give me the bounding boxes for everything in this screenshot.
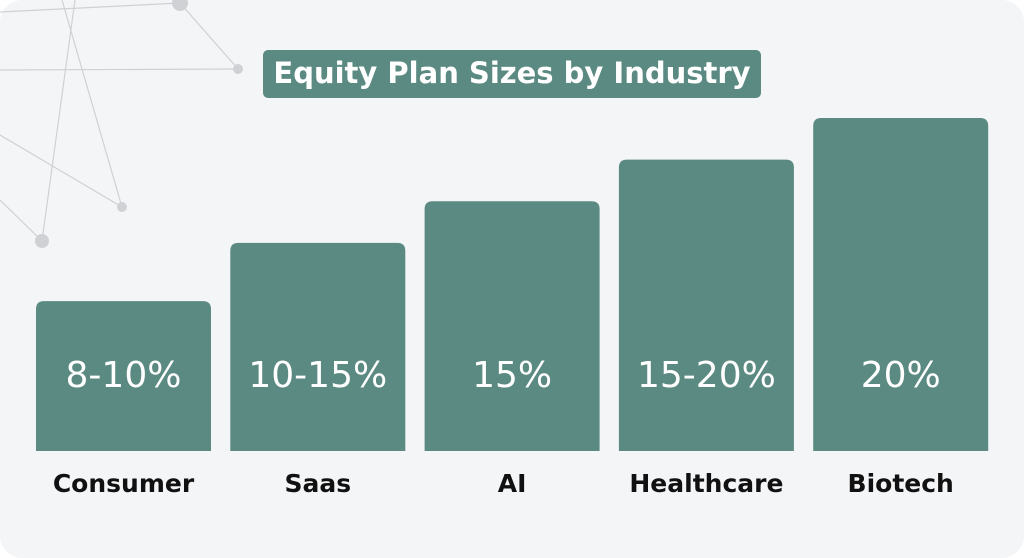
chart-title: Equity Plan Sizes by Industry	[273, 56, 750, 90]
value-label: 15%	[472, 355, 552, 396]
category-label: Healthcare	[629, 469, 783, 498]
title-box	[263, 50, 761, 98]
decoration	[0, 0, 243, 248]
bar	[230, 242, 406, 451]
bar	[813, 118, 989, 451]
value-label: 15-20%	[637, 355, 776, 396]
category-label: Consumer	[53, 469, 195, 498]
bar	[36, 301, 211, 451]
value-label: 8-10%	[66, 355, 182, 396]
bar	[618, 159, 794, 451]
category-label: Biotech	[848, 469, 954, 498]
value-label: 10-15%	[248, 355, 387, 396]
category-label: Saas	[284, 469, 351, 498]
value-label: 20%	[861, 355, 941, 396]
bar	[424, 201, 600, 451]
category-label: AI	[498, 469, 527, 498]
